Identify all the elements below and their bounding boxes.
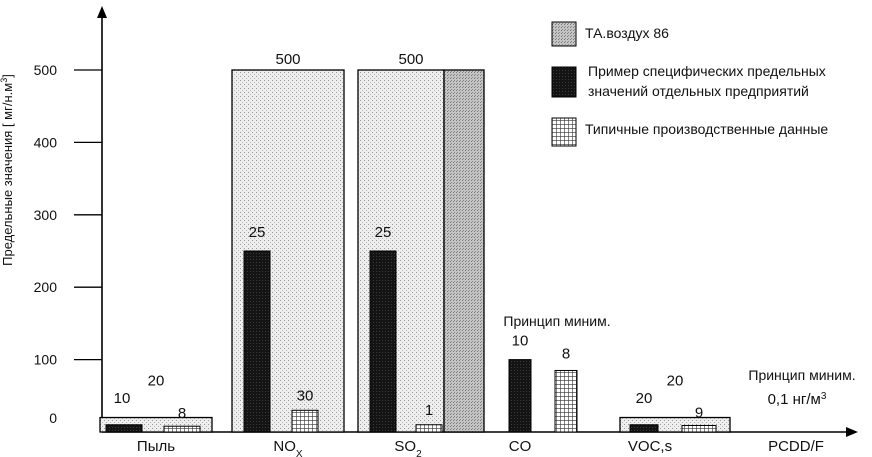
legend: ТА.воздух 86 Пример специфических предель… (551, 21, 828, 147)
y-axis-title: Предельные значения [ мг/н.м3] (0, 74, 15, 266)
bar-3-specific (508, 359, 532, 433)
annotation-co: Принцип миним. (503, 313, 610, 329)
bar-1-specific (243, 250, 271, 433)
x-tick-label-4: VOC,s (628, 438, 672, 455)
label-specific-3: 10 (512, 333, 529, 350)
label-ta-luft-1: 500 (275, 51, 300, 68)
x-tick-label-3: CO (509, 438, 532, 455)
y-axis-ticks: 0 100 200 300 400 500 (34, 62, 102, 426)
legend-swatch-1 (551, 66, 577, 98)
legend-swatch-2 (551, 117, 577, 147)
bar-2-ta-luft-shade (443, 69, 485, 433)
legend-label-0-0: ТА.воздух 86 (585, 25, 669, 41)
bar-2-typical (415, 424, 443, 433)
label-typical-3: 8 (562, 345, 570, 362)
x-tick-label-0: Пыль (137, 438, 175, 455)
label-typical-2: 1 (425, 402, 433, 419)
y-tick-label: 0 (49, 410, 57, 426)
label-typical-4: 9 (695, 404, 703, 421)
y-tick-label: 300 (34, 207, 58, 223)
y-axis-label: Предельные значения [ мг/н.м3] (0, 74, 15, 266)
x-tick-label-1: NOX (273, 438, 303, 457)
y-tick-label: 100 (34, 352, 58, 368)
bar-4-specific (629, 424, 659, 433)
bars (99, 69, 731, 433)
label-specific-0: 10 (114, 390, 131, 407)
x-axis-arrow (846, 427, 858, 437)
x-tick-label-2: SO2 (394, 438, 422, 457)
bar-0-specific (105, 424, 143, 433)
bar-1-typical (291, 409, 319, 433)
y-tick-label: 400 (34, 134, 58, 150)
annotations: Принцип миним. Принцип миним. 0,1 нг/м3 (503, 313, 855, 408)
annotation-pcdd-value: 0,1 нг/м3 (768, 391, 827, 409)
bar-0-typical (163, 425, 201, 433)
label-specific-2: 25 (375, 224, 392, 241)
bar-4-typical (681, 424, 717, 433)
label-specific-1: 25 (249, 224, 266, 241)
y-tick-label: 200 (34, 279, 58, 295)
legend-label-2-0: Типичные производственные данные (585, 121, 828, 137)
label-ta-luft-4: 20 (667, 373, 684, 390)
label-ta-luft-0: 20 (148, 373, 165, 390)
legend-swatch-0 (551, 21, 577, 47)
annotation-pcdd: Принцип миним. (748, 367, 855, 383)
legend-label-1-0: Пример специфических предельных (588, 63, 826, 79)
label-typical-1: 30 (297, 387, 314, 404)
y-axis-arrow (97, 6, 107, 18)
legend-label-1-1: значений отдельных предприятий (588, 83, 809, 99)
bar-labels: 20 10 8 500 25 30 500 25 1 10 8 20 20 9 (114, 51, 704, 422)
y-tick-label: 500 (34, 62, 58, 78)
label-specific-4: 20 (636, 390, 653, 407)
bar-3-typical (554, 369, 578, 433)
label-typical-0: 8 (178, 405, 186, 422)
bar-2-specific (369, 250, 397, 433)
x-axis-labels: Пыль NOX SO2 CO VOC,s PCDD/F (137, 438, 824, 457)
label-ta-luft-2: 500 (398, 51, 423, 68)
x-tick-label-5: PCDD/F (768, 438, 824, 455)
